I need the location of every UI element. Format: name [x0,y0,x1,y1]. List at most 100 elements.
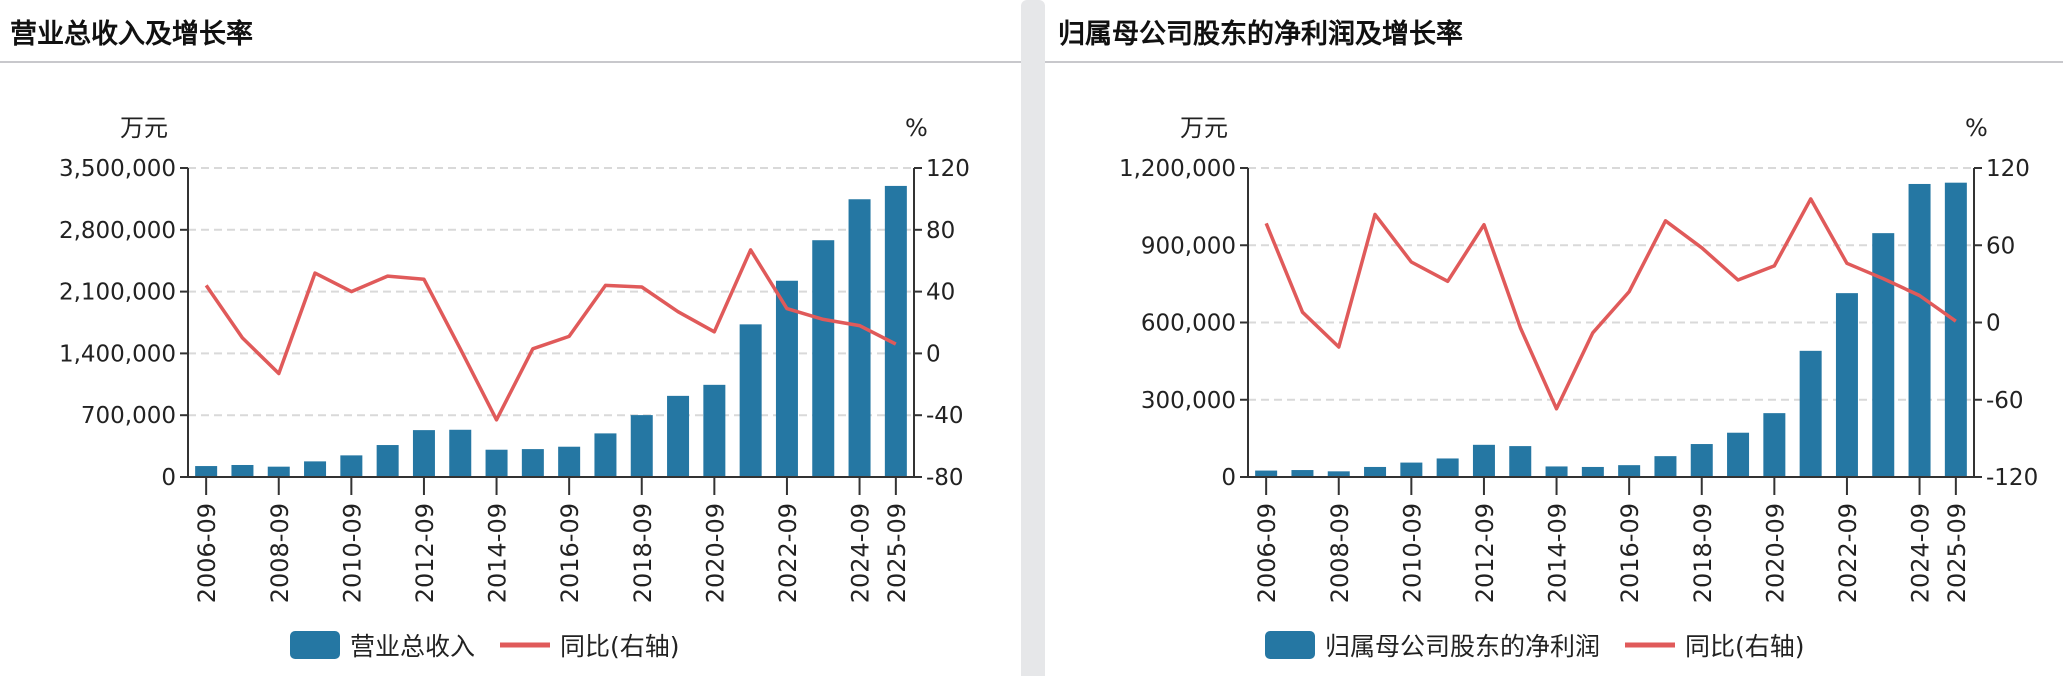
bar-2021-09 [1799,350,1822,477]
x-tick-label: 2014-09 [1544,503,1572,603]
y-right-tick-label: 60 [1986,233,2015,259]
yoy-growth-line [1264,197,1957,411]
legend-bar-label: 归属母公司股东的净利润 [1325,632,1600,661]
header-rule [1045,61,2063,63]
x-tick-label: 2022-09 [774,503,802,603]
x-tick-label: 2006-09 [1253,503,1281,603]
bar-2009-09 [1364,466,1387,477]
x-tick-label: 2022-09 [1834,503,1862,603]
y-right-tick-label: 40 [926,280,955,306]
bar-2013-09 [449,429,472,477]
y-right-tick-label: 120 [1986,156,2030,182]
bar-2012-09 [1472,444,1495,477]
y-left-tick-label: 0 [1221,465,1236,491]
x-tick-label: 2008-09 [266,503,294,603]
bar-2015-09 [1581,466,1604,477]
x-tick-label: 2024-09 [1907,503,1935,603]
x-tick-label: 2008-09 [1326,503,1354,603]
y-right-tick-label: 0 [926,341,941,367]
x-tick-label: 2010-09 [338,503,366,603]
bar-2024-09 [848,199,871,477]
right-axis-unit: % [905,114,928,142]
bar-2009-09 [304,461,327,477]
left-axis-unit: 万元 [120,114,168,142]
y-left-tick-label: 2,100,000 [59,280,176,306]
y-left-tick-label: 900,000 [1141,233,1236,259]
bar-2025-09 [1944,182,1967,478]
legend-bar-label: 营业总收入 [350,632,475,661]
bar-2010-09 [340,455,363,477]
y-right-tick-label: -80 [926,465,964,491]
bar-2016-09 [558,446,581,477]
bar-2019-09 [1727,432,1750,477]
bar-2012-09 [412,430,435,477]
bar-2008-09 [1327,471,1350,477]
bar-2019-09 [667,395,690,477]
bar-2006-09 [1255,470,1278,477]
x-tick-label: 2024-09 [847,503,875,603]
bar-2022-09 [1835,293,1858,477]
legend-bar-swatch [290,631,340,659]
legend-bar-swatch [1265,631,1315,659]
bar-2010-09 [1400,462,1423,477]
chart-title-revenue: 营业总收入及增长率 [10,19,253,50]
legend-line-label: 同比(右轴) [560,632,680,661]
bar-2018-09 [1690,444,1713,477]
panel-divider [1021,0,1045,676]
bar-2008-09 [267,466,290,477]
y-right-tick-label: -60 [1986,388,2024,414]
bar-2023-09 [1872,233,1895,477]
chart-0: 0 700,000 1,400,000 2,100,000 2,800,000 3,500… [59,114,970,661]
chart-1: 0 300,000 600,000 900,000 1,200,000 -120 -60 0 6… [1119,114,2038,661]
x-tick-label: 2016-09 [556,503,584,603]
bar-2020-09 [703,384,726,477]
x-tick-label: 2010-09 [1398,503,1426,603]
x-tick-label: 2025-09 [883,503,911,603]
bar-2025-09 [884,185,907,477]
bar-2007-09 [1291,470,1314,477]
y-right-tick-label: -120 [1986,465,2038,491]
y-right-tick-label: 80 [926,218,955,244]
yoy-growth-line [204,248,897,422]
bar-2014-09 [485,449,508,477]
y-left-tick-label: 3,500,000 [59,156,176,182]
y-left-tick-label: 0 [161,465,176,491]
bar-2023-09 [812,240,835,477]
x-tick-label: 2025-09 [1943,503,1971,603]
bar-2006-09 [195,466,218,477]
bar-2014-09 [1545,466,1568,477]
x-tick-label: 2016-09 [1616,503,1644,603]
x-tick-label: 2018-09 [1689,503,1717,603]
y-left-tick-label: 1,200,000 [1119,156,1236,182]
x-tick-label: 2020-09 [1761,503,1789,603]
y-right-tick-label: 120 [926,156,970,182]
right-axis-unit: % [1965,114,1988,142]
bar-2017-09 [594,433,617,477]
legend-line-label: 同比(右轴) [1685,632,1805,661]
bar-2017-09 [1654,456,1677,477]
bar-2015-09 [521,449,544,477]
left-axis-unit: 万元 [1180,114,1228,142]
bar-2018-09 [630,415,653,477]
x-tick-label: 2014-09 [484,503,512,603]
y-right-tick-label: 0 [1986,311,2001,337]
bar-2016-09 [1618,465,1641,477]
chart-title-net-profit: 归属母公司股东的净利润及增长率 [1058,19,1463,50]
bar-2020-09 [1763,413,1786,477]
bar-2022-09 [775,280,798,477]
y-left-tick-label: 2,800,000 [59,218,176,244]
bar-2011-09 [1436,458,1459,477]
x-tick-label: 2012-09 [411,503,439,603]
bar-2007-09 [231,464,254,477]
bar-2024-09 [1908,183,1931,477]
y-left-tick-label: 1,400,000 [59,341,176,367]
header-rule [0,61,1021,63]
x-tick-label: 2018-09 [629,503,657,603]
x-tick-label: 2012-09 [1471,503,1499,603]
y-right-tick-label: -40 [926,403,964,429]
y-left-tick-label: 700,000 [81,403,176,429]
y-left-tick-label: 300,000 [1141,388,1236,414]
bar-2021-09 [739,324,762,477]
bar-2013-09 [1509,446,1532,477]
